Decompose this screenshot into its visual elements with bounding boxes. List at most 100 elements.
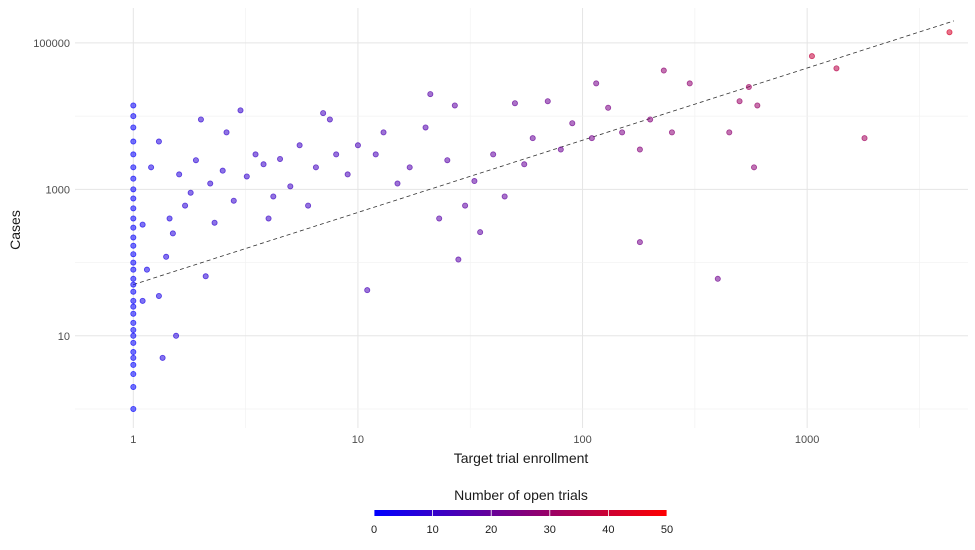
data-point: [130, 186, 137, 193]
data-point: [130, 349, 137, 356]
data-point: [394, 180, 401, 187]
legend-tick-label: 10: [426, 524, 438, 536]
trend-line-group: [133, 20, 955, 285]
data-point: [427, 91, 434, 98]
data-point: [833, 65, 840, 72]
data-point: [130, 224, 137, 231]
data-point: [182, 202, 189, 209]
data-point: [130, 102, 137, 109]
data-point: [130, 288, 137, 295]
legend-colorbar: [374, 510, 667, 516]
x-tick-label: 1000: [795, 434, 819, 446]
data-point: [406, 164, 413, 171]
data-point: [436, 215, 443, 222]
data-point: [237, 107, 244, 114]
data-point: [192, 157, 199, 164]
data-point: [312, 164, 319, 171]
data-point: [647, 116, 654, 123]
data-point: [130, 113, 137, 120]
data-point: [130, 164, 137, 171]
legend-tick-label: 0: [371, 524, 377, 536]
data-point: [139, 221, 146, 228]
data-point: [139, 297, 146, 304]
data-point: [163, 253, 170, 260]
data-point: [130, 275, 137, 282]
data-point: [270, 193, 277, 200]
data-point: [130, 259, 137, 266]
data-point: [557, 146, 564, 153]
legend-tick-label: 20: [485, 524, 497, 536]
x-axis-label: Target trial enrollment: [454, 450, 589, 466]
data-point: [529, 135, 536, 142]
y-tick-label: 100000: [33, 38, 70, 50]
data-points: [130, 29, 953, 412]
data-point: [451, 102, 458, 109]
data-point: [364, 287, 371, 294]
data-point: [636, 146, 643, 153]
data-point: [130, 310, 137, 317]
data-point: [130, 371, 137, 378]
data-point: [593, 80, 600, 87]
data-point: [130, 297, 137, 304]
data-point: [130, 354, 137, 361]
data-point: [130, 332, 137, 339]
data-point: [243, 173, 250, 180]
data-point: [130, 251, 137, 258]
data-point: [569, 120, 576, 127]
data-point: [197, 116, 204, 123]
data-point: [490, 151, 497, 158]
data-point: [714, 275, 721, 282]
color-legend: Number of open trials 0 10 20 30 40 50: [371, 487, 673, 536]
y-tick-label: 10: [58, 331, 70, 343]
data-point: [130, 326, 137, 333]
data-point: [344, 171, 351, 178]
data-point: [745, 84, 752, 91]
data-point: [521, 161, 528, 168]
x-tick-labels: 1 10 100 1000: [130, 434, 819, 446]
data-point: [511, 100, 518, 107]
data-point: [230, 197, 237, 204]
data-point: [159, 354, 166, 361]
data-point: [422, 124, 429, 131]
data-point: [252, 151, 259, 158]
data-point: [130, 242, 137, 249]
data-point: [455, 256, 462, 263]
data-point: [130, 361, 137, 368]
data-point: [265, 215, 272, 222]
trend-line: [133, 20, 955, 285]
legend-tick-label: 50: [661, 524, 673, 536]
data-point: [211, 219, 218, 226]
data-point: [148, 164, 155, 171]
y-axis-label: Cases: [7, 210, 23, 250]
data-point: [605, 104, 612, 111]
data-point: [619, 129, 626, 136]
data-point: [333, 151, 340, 158]
grid-lines: [75, 8, 968, 428]
data-point: [130, 138, 137, 145]
data-point: [305, 202, 312, 209]
data-point: [202, 273, 209, 280]
data-point: [130, 124, 137, 131]
data-point: [320, 110, 327, 117]
data-point: [660, 67, 667, 74]
y-tick-labels: 10 1000 100000: [33, 38, 70, 343]
data-point: [277, 155, 284, 162]
data-point: [130, 215, 137, 222]
data-point: [588, 135, 595, 142]
data-point: [260, 161, 267, 168]
data-point: [187, 189, 194, 196]
data-point: [444, 157, 451, 164]
data-point: [130, 175, 137, 182]
legend-tick-label: 30: [544, 524, 556, 536]
legend-ticks: 0 10 20 30 40 50: [371, 510, 673, 536]
data-point: [169, 230, 176, 237]
data-point: [477, 229, 484, 236]
data-point: [219, 167, 226, 174]
x-tick-label: 1: [130, 434, 136, 446]
data-point: [751, 164, 758, 171]
data-point: [130, 383, 137, 390]
data-point: [130, 266, 137, 273]
data-point: [462, 202, 469, 209]
data-point: [173, 332, 180, 339]
data-point: [380, 129, 387, 136]
